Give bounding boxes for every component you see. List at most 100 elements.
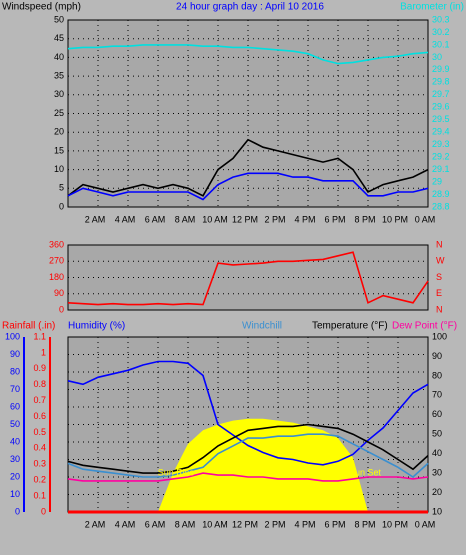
y3-tick-label: 0: [41, 506, 46, 516]
y3-tick-label: 0.6: [33, 411, 46, 421]
line: [67, 433, 429, 479]
line: [67, 251, 429, 306]
y2-tick-label: 29: [432, 176, 442, 186]
chart-title: 24 hour graph day : April 10 2016: [176, 2, 324, 13]
x-tick-label: 6 PM: [324, 214, 345, 224]
y-tick-label: 180: [49, 272, 64, 282]
y2-tick-label: 100: [432, 331, 447, 341]
y2-tick-label: 50: [432, 429, 442, 439]
y-tick-label: 15: [54, 145, 64, 155]
y2-tick-label: 28.8: [432, 201, 450, 211]
y2-tick-label: 28.9: [432, 189, 450, 199]
y-tick-label: 5: [59, 183, 64, 193]
series-name: Rainfall (.in): [2, 321, 55, 332]
y2-tick-label: N: [436, 304, 443, 314]
y2-tick-label: S: [436, 272, 442, 282]
line: [67, 472, 429, 482]
y3-tick-label: 1.1: [33, 331, 46, 341]
x-tick-label: 0 AM: [415, 519, 436, 529]
y-tick-label: 30: [10, 454, 20, 464]
line: [67, 44, 429, 65]
y3-tick-label: 0.5: [33, 427, 46, 437]
series-name: Temperature (°F): [312, 321, 388, 332]
line: [67, 172, 429, 201]
y-tick-label: 0: [59, 201, 64, 211]
y-axis-title: Windspeed (mph): [2, 2, 81, 13]
series-name: Dew Point (°F): [392, 321, 457, 332]
y-tick-label: 45: [54, 33, 64, 43]
y-tick-label: 10: [54, 164, 64, 174]
y2-tick-label: 30: [432, 467, 442, 477]
series-name: Humidity (%): [68, 321, 125, 332]
y2-tick-label: 29.1: [432, 164, 450, 174]
y-tick-label: 20: [10, 471, 20, 481]
y-tick-label: 0: [59, 304, 64, 314]
line: [67, 360, 429, 466]
y2-tick-label: 29.2: [432, 152, 450, 162]
x-tick-label: 8 PM: [354, 214, 375, 224]
y-tick-label: 0: [15, 506, 20, 516]
y2-tick-label: 30: [432, 52, 442, 62]
x-tick-label: 10 AM: [202, 214, 228, 224]
y3-tick-label: 0.9: [33, 363, 46, 373]
y-tick-label: 90: [54, 288, 64, 298]
area: [68, 418, 428, 512]
y3-tick-label: 0.1: [33, 490, 46, 500]
x-tick-label: 6 AM: [145, 214, 166, 224]
y-tick-label: 40: [54, 52, 64, 62]
x-tick-label: 10 PM: [382, 214, 408, 224]
x-tick-label: 12 PM: [232, 214, 258, 224]
y2-tick-label: 30.3: [432, 14, 450, 24]
y-tick-label: 270: [49, 256, 64, 266]
y-tick-label: 40: [10, 436, 20, 446]
series-name: Windchill: [242, 321, 282, 332]
x-tick-label: 2 PM: [264, 519, 285, 529]
y-tick-label: 360: [49, 239, 64, 249]
y2-tick-label: W: [436, 256, 445, 266]
x-tick-label: 4 AM: [115, 214, 136, 224]
y2-tick-label: 60: [432, 409, 442, 419]
y2-axis-title: Barometer (in): [400, 2, 464, 13]
x-tick-label: 4 PM: [294, 519, 315, 529]
annotation: Sun Rise: [158, 467, 195, 477]
y-tick-label: 100: [5, 331, 20, 341]
y-tick-label: 80: [10, 366, 20, 376]
x-tick-label: 10 AM: [202, 519, 228, 529]
line: [67, 138, 429, 197]
y2-tick-label: 29.8: [432, 77, 450, 87]
y2-tick-label: 70: [432, 390, 442, 400]
y2-tick-label: 29.7: [432, 89, 450, 99]
y2-tick-label: E: [436, 288, 442, 298]
y3-tick-label: 0.4: [33, 443, 46, 453]
y-tick-label: 90: [10, 349, 20, 359]
y-tick-label: 70: [10, 384, 20, 394]
y3-tick-label: 0.3: [33, 459, 46, 469]
x-tick-label: 8 PM: [354, 519, 375, 529]
x-tick-label: 2 AM: [85, 214, 106, 224]
y2-tick-label: 30.1: [432, 39, 450, 49]
y-tick-label: 30: [54, 89, 64, 99]
y-tick-label: 35: [54, 70, 64, 80]
x-tick-label: 0 AM: [415, 214, 436, 224]
y-tick-label: 10: [10, 489, 20, 499]
y-tick-label: 60: [10, 401, 20, 411]
x-tick-label: 2 AM: [85, 519, 106, 529]
y2-tick-label: 30.2: [432, 27, 450, 37]
y-tick-label: 50: [54, 14, 64, 24]
y3-tick-label: 0.8: [33, 379, 46, 389]
x-tick-label: 10 PM: [382, 519, 408, 529]
y-tick-label: 20: [54, 127, 64, 137]
x-tick-label: 2 PM: [264, 214, 285, 224]
y3-tick-label: 0.7: [33, 395, 46, 405]
y2-tick-label: 29.3: [432, 139, 450, 149]
y2-tick-label: 29.6: [432, 102, 450, 112]
y2-tick-label: 90: [432, 351, 442, 361]
y-tick-label: 25: [54, 108, 64, 118]
y-tick-label: 50: [10, 419, 20, 429]
x-tick-label: 6 PM: [324, 519, 345, 529]
y3-tick-label: 1: [41, 347, 46, 357]
x-tick-label: 8 AM: [175, 214, 196, 224]
y2-tick-label: 29.5: [432, 114, 450, 124]
